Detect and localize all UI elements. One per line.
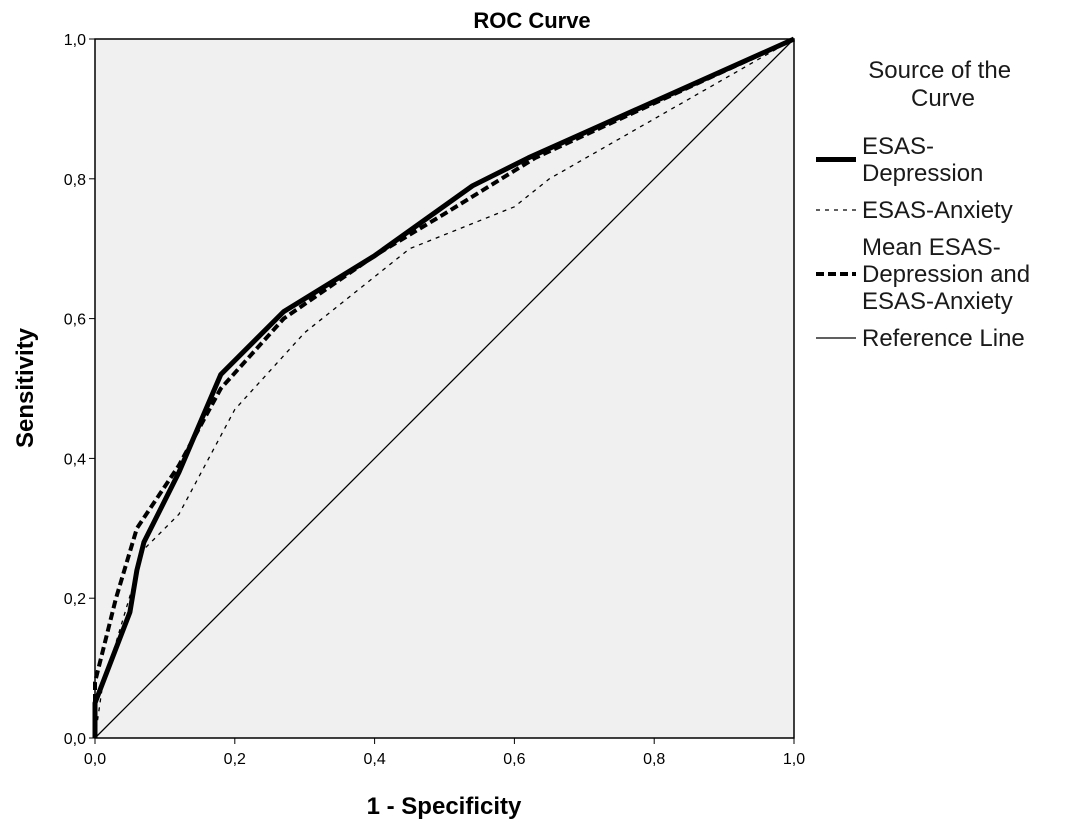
y-tick-label: 0,8 [64,172,86,189]
y-axis-title: Sensitivity [12,327,39,448]
y-tick-label: 0,4 [64,451,86,468]
x-tick-label: 0,0 [84,751,106,768]
legend-label-line: Reference Line [862,325,1025,352]
legend-title-line-1: Source of the [868,57,1011,84]
series-line-4 [94,38,795,739]
y-axis: 0,0 0,2 0,4 0,6 0,8 1,0 [64,32,95,748]
legend-title-line-2: Curve [911,85,975,112]
x-tick-label: 0,2 [224,751,246,768]
legend-label-line: Mean ESAS- [862,234,1001,261]
x-tick-label: 0,4 [363,751,385,768]
x-tick-label: 0,8 [643,751,665,768]
legend-label-3: Mean ESAS-Depression and ESAS-Anxiety [862,234,1030,315]
legend-label-4: Reference Line [862,325,1025,352]
x-tick-label: 1,0 [783,751,805,768]
legend-label-line: ESAS-Anxiety [862,197,1013,224]
y-tick-label: 0,6 [64,312,86,329]
legend-label-line: ESAS- [862,133,934,160]
series-layer [92,36,796,739]
x-tick-label: 0,6 [503,751,525,768]
legend-title: Source of the Curve [868,57,1017,112]
legend-label-line: Depression [862,160,983,187]
legend-label-2: ESAS-Anxiety [862,197,1013,224]
series-line-1 [92,36,796,738]
x-axis-title: 1 - Specificity [367,793,522,820]
series-line-2 [94,38,795,739]
legend: Source of the Curve ESAS-DepressionESAS-… [816,57,1030,352]
y-tick-label: 0,0 [64,731,86,748]
y-tick-label: 1,0 [64,32,86,49]
y-tick-label: 0,2 [64,591,86,608]
series-line-3 [93,37,795,738]
legend-label-line: ESAS-Anxiety [862,288,1013,315]
x-axis: 0,0 0,2 0,4 0,6 0,8 1,0 [84,738,805,768]
legend-label-1: ESAS-Depression [862,133,983,187]
chart-title: ROC Curve [473,8,590,33]
legend-label-line: Depression and [862,261,1030,288]
